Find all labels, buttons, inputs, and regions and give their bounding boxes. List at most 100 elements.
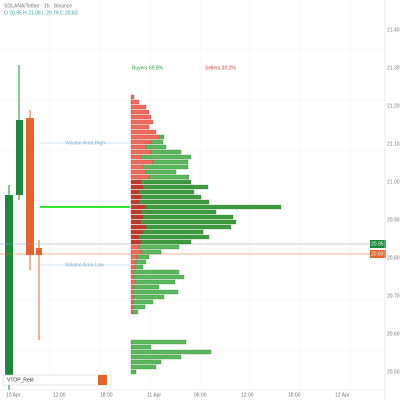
time-tick-label: 10 Apr — [6, 392, 21, 398]
buy-bar — [140, 239, 192, 245]
candles — [5, 65, 42, 390]
sell-bar — [130, 209, 142, 215]
sell-bar — [130, 264, 136, 270]
sell-bar — [130, 274, 135, 280]
buy-bar — [142, 214, 234, 220]
buy-bar — [132, 309, 139, 315]
sell-bar — [130, 139, 152, 145]
ohlc: O 20.95 H 21.06 L 20.79 C 20.83 — [4, 10, 78, 16]
buy-bar — [138, 234, 210, 240]
sell-bar — [130, 219, 142, 225]
price-tick-label: 21.30 — [387, 65, 400, 71]
sell-bar — [130, 109, 150, 115]
price-badge-label: 20.83 — [371, 251, 384, 257]
buy-bar — [135, 259, 147, 265]
price-badge — [370, 240, 386, 248]
buy-bar — [140, 154, 192, 160]
buy-bar — [140, 209, 217, 215]
sell-bar — [130, 99, 140, 105]
buy-bar — [130, 349, 212, 355]
sell-bar — [130, 194, 142, 200]
buy-bar — [148, 174, 190, 180]
time-tick-label: 12:00 — [53, 392, 66, 398]
sell-bar — [130, 284, 135, 290]
buy-bar — [142, 164, 189, 170]
sell-bar — [130, 204, 147, 210]
volume-profile — [130, 94, 282, 375]
buy-bar — [140, 194, 202, 200]
buy-bar — [142, 229, 204, 235]
price-tick-label: 20.70 — [387, 293, 400, 299]
indicator-name[interactable]: VTOP_Rekt — [7, 377, 34, 383]
buy-bar — [132, 299, 154, 305]
sell-bar — [130, 94, 135, 100]
indicator-bar — [2, 374, 112, 386]
sell-bar — [130, 164, 144, 170]
sellers-label: Sellers 30.2% — [205, 65, 236, 71]
buy-bar — [140, 249, 162, 255]
buy-bar — [133, 294, 165, 300]
buy-bar — [158, 134, 165, 140]
buy-bar — [142, 184, 209, 190]
buy-bar — [152, 159, 189, 165]
price-tick-label: 20.60 — [387, 331, 400, 337]
sell-bar — [130, 299, 134, 305]
sell-bar — [130, 169, 147, 175]
sell-bar — [130, 174, 150, 180]
buy-bar — [145, 144, 167, 150]
sell-bar — [130, 134, 160, 140]
sell-bar — [130, 254, 138, 260]
sell-bar — [130, 184, 144, 190]
buy-bar — [138, 189, 195, 195]
sell-bar — [130, 124, 150, 130]
buy-bar — [138, 244, 180, 250]
sell-bar — [130, 189, 140, 195]
buy-bar — [130, 339, 187, 345]
buy-bar — [133, 284, 160, 290]
symbol: SOLANA/Tether · 1h · Binance — [4, 3, 72, 9]
buy-bar — [150, 139, 164, 145]
sell-bar — [130, 179, 142, 185]
buy-bar — [136, 254, 150, 260]
sell-bar — [130, 244, 140, 250]
sell-bar — [130, 304, 134, 310]
sell-bar — [130, 229, 144, 235]
buy-bar — [150, 149, 182, 155]
buy-bar — [134, 279, 176, 285]
sell-bar — [130, 309, 134, 315]
buy-bar — [130, 364, 157, 370]
price-badge — [370, 250, 386, 258]
time-tick-label: 18:00 — [100, 392, 113, 398]
buy-bar — [132, 289, 179, 295]
time-tick-label: 18:00 — [288, 392, 301, 398]
sell-bar — [130, 234, 140, 240]
price-tick-label: 21.20 — [387, 103, 400, 109]
buy-bar — [134, 264, 144, 270]
sell-bar — [130, 159, 154, 165]
vah-label: Volume Area High — [65, 140, 105, 146]
sell-bar — [130, 199, 140, 205]
price-tick-label: 21.10 — [387, 141, 400, 147]
sell-bar — [130, 294, 135, 300]
sell-bar — [130, 129, 157, 135]
time-tick-label: 11 Apr — [147, 392, 161, 398]
sell-bar — [130, 239, 142, 245]
price-tick-label: 20.50 — [387, 369, 400, 375]
time-tick-label: 12:00 — [241, 392, 254, 398]
buy-bar — [145, 169, 177, 175]
buy-bar — [130, 369, 137, 375]
price-tick-label: 20.80 — [387, 255, 400, 261]
buy-bar — [133, 269, 180, 275]
price-tick-label: 20.90 — [387, 217, 400, 223]
sell-bar — [130, 154, 142, 160]
time-axis: 10 Apr 12:00 18:00 11 Apr 06:00 12:00 18:00 12 … — [6, 392, 350, 398]
price-axis: 21.40 21.30 21.20 21.10 21.00 20.90 20.80 20.70… — [387, 27, 400, 375]
buy-bar — [130, 359, 162, 365]
indicator-button[interactable] — [98, 375, 107, 385]
time-tick-label: 12 Apr — [335, 392, 350, 398]
buy-bar — [133, 274, 185, 280]
sell-bar — [130, 119, 154, 125]
sell-bar — [130, 104, 147, 110]
sell-bar — [130, 214, 144, 220]
